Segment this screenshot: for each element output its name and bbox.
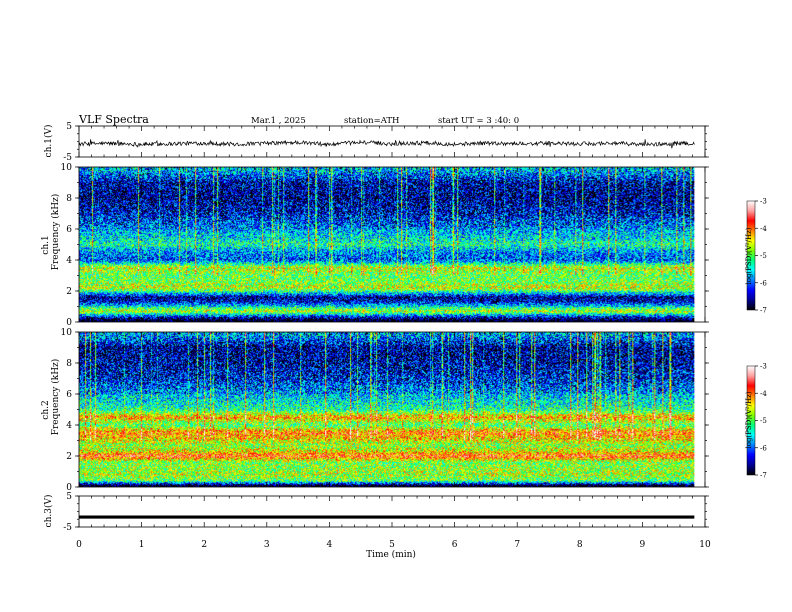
x-axis-label: Time (min): [366, 549, 416, 560]
ch2-spectrogram-ytick-label: 10: [61, 328, 73, 338]
colorbar-ch2-label: log(PSD)(V²/Hz): [745, 391, 753, 448]
ch1-spectrogram-ytick-label: 6: [66, 225, 72, 235]
colorbar-ch2-tick-label: -4: [760, 390, 767, 398]
ch1-spectrogram-ytick-label: 4: [66, 256, 72, 266]
x-tick-label: 7: [514, 540, 520, 550]
x-tick-label: 0: [76, 540, 82, 550]
colorbar-ch1-label: log(PSD)(V²/Hz): [745, 227, 753, 284]
ch2-spectrogram-ytick-label: 6: [66, 390, 72, 400]
colorbar-ch2-tick-label: -7: [760, 472, 767, 480]
x-tick-label: 2: [201, 540, 207, 550]
colorbar-ch2-tick-label: -6: [760, 444, 767, 452]
colorbar-ch1-tick-label: -6: [760, 279, 767, 287]
ch1-waveform-panel: 5 -5: [63, 122, 709, 163]
ch1-waveform-trace: [78, 139, 695, 149]
start-ut-label: start UT = 3 :40: 0: [438, 116, 519, 126]
x-tick-label: 1: [139, 540, 145, 550]
ch1-waveform-ylabel: ch.1(V): [43, 125, 54, 158]
x-tick-label: 6: [452, 540, 458, 550]
colorbar-ch1-tick-label: -3: [760, 198, 767, 206]
ch2-spectrogram-ytick-label: 0: [66, 483, 72, 493]
colorbar-ch2-tick-label: -5: [760, 417, 767, 425]
ch3-waveform-ytick-label: -5: [63, 523, 72, 533]
x-tick-label: 10: [699, 540, 711, 550]
ch2-spectrogram-panel: 0 2 4 6 8 10: [61, 328, 709, 493]
colorbar-ch2-tick-label: -3: [760, 363, 767, 371]
time-axis: 0 1 2 3 4 5 6 7 8 9 10: [76, 540, 711, 550]
ch2-spectrogram-ytick-label: 8: [66, 359, 72, 369]
ch3-waveform-ytick-label: 5: [66, 492, 72, 502]
x-tick-label: 8: [577, 540, 583, 550]
colorbar-ch1-tick-label: -7: [760, 307, 767, 315]
ch1-spectrogram-panel: 0 2 4 6 8 10: [61, 163, 709, 328]
ch1-waveform-ytick-label: -5: [63, 153, 72, 163]
ch2-spectrogram-ylabel-channel: ch.2: [41, 400, 51, 419]
figure-title: VLF Spectra: [78, 113, 149, 126]
ch1-spectrogram-ytick-label: 8: [66, 194, 72, 204]
ch1-spectrogram-ytick-label: 0: [66, 318, 72, 328]
x-tick-label: 3: [264, 540, 270, 550]
ch1-spectrogram-ylabel: Frequency (kHz): [50, 194, 61, 271]
ch1-waveform-ytick-label: 5: [66, 122, 72, 132]
date-label: Mar.1 , 2025: [251, 116, 306, 126]
colorbar-ch2: -3 -4 -5 -6 -7: [746, 363, 767, 480]
colorbar-ch1-tick-label: -4: [760, 225, 767, 233]
ch2-spectrogram-ylabel: Frequency (kHz): [50, 359, 61, 436]
ch1-spectrogram-heatmap: [79, 167, 695, 322]
ch1-spectrogram-ylabel-channel: ch.1: [41, 235, 51, 254]
ch1-spectrogram-ytick-label: 10: [61, 163, 73, 173]
ch3-waveform-ylabel: ch.3(V): [43, 495, 54, 528]
ch2-spectrogram-heatmap: [79, 332, 695, 487]
station-label: station=ATH: [344, 116, 399, 126]
x-tick-label: 4: [327, 540, 333, 550]
ch2-spectrogram-ytick-label: 2: [66, 452, 72, 462]
ch1-spectrogram-ytick-label: 2: [66, 287, 72, 297]
colorbar-ch1-tick-label: -5: [760, 252, 767, 260]
x-tick-label: 5: [389, 540, 395, 550]
ch3-waveform-panel: 5 -5: [63, 492, 709, 533]
ch2-spectrogram-ytick-label: 4: [66, 421, 72, 431]
x-tick-label: 9: [640, 540, 646, 550]
colorbar-ch1: -3 -4 -5 -6 -7: [746, 198, 767, 315]
